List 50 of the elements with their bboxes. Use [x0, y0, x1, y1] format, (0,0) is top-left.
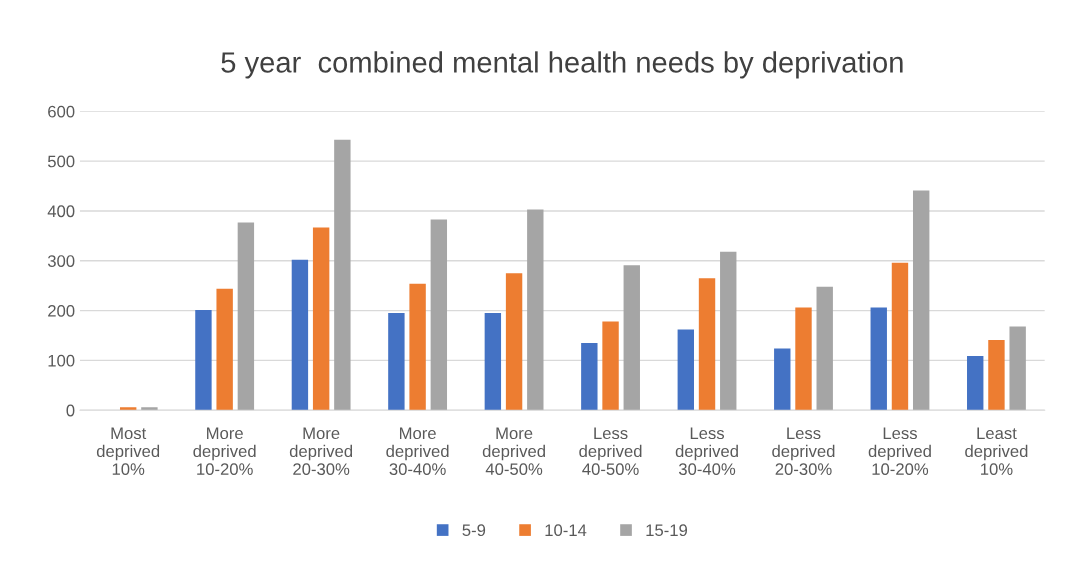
bar: [1009, 326, 1026, 411]
x-tick-label: More deprived 30-40%: [386, 427, 449, 476]
legend-label: 15-19: [646, 524, 688, 537]
bar: [870, 307, 887, 411]
bar: [409, 283, 426, 411]
x-tick-label: More deprived 20-30%: [289, 427, 353, 476]
legend-label: 5-9: [462, 524, 486, 537]
bar: [602, 321, 619, 411]
bar: [237, 222, 255, 411]
bar: [527, 209, 544, 411]
x-tick-label: Less deprived 20-30%: [772, 427, 835, 476]
bar: [988, 339, 1005, 411]
bar: [623, 265, 640, 411]
y-tick-label: 500: [47, 155, 75, 168]
bar: [581, 342, 598, 411]
bar: [312, 227, 330, 411]
bar: [216, 288, 233, 411]
bar: [795, 307, 812, 411]
x-tick-label: Most deprived 10%: [96, 427, 160, 476]
x-tick-label: More deprived 10-20%: [193, 427, 256, 476]
chart-title: 5 year combined mental health needs by deprivation: [221, 51, 903, 79]
bar: [388, 313, 405, 411]
x-tick-label: Less deprived 10-20%: [868, 427, 931, 476]
x-tick-label: Less deprived 30-40%: [675, 427, 738, 476]
bar: [119, 407, 137, 411]
bar: [677, 329, 694, 411]
y-tick-label: 0: [66, 404, 75, 417]
y-tick-label: 400: [47, 205, 75, 218]
bar: [816, 286, 833, 411]
y-tick-label: 100: [48, 354, 75, 367]
y-tick-label: 200: [48, 304, 75, 317]
bar: [505, 273, 523, 411]
bar: [291, 259, 309, 411]
legend-label: 10-14: [545, 524, 587, 537]
x-tick-label: More deprived 40-50%: [482, 427, 545, 476]
bar: [967, 355, 984, 411]
bar: [430, 219, 448, 411]
bar: [484, 313, 502, 411]
bar: [912, 190, 930, 411]
y-tick-label: 600: [48, 105, 75, 118]
bar: [195, 310, 212, 411]
x-tick-label: Less deprived 40-50%: [579, 427, 642, 476]
bar: [334, 139, 351, 411]
bar: [774, 348, 791, 411]
bar: [891, 262, 909, 411]
x-tick-label: Least deprived 10%: [965, 427, 1028, 476]
bar: [141, 407, 158, 411]
bar: [720, 251, 737, 411]
bar: [698, 278, 716, 411]
y-tick-label: 300: [47, 255, 75, 267]
